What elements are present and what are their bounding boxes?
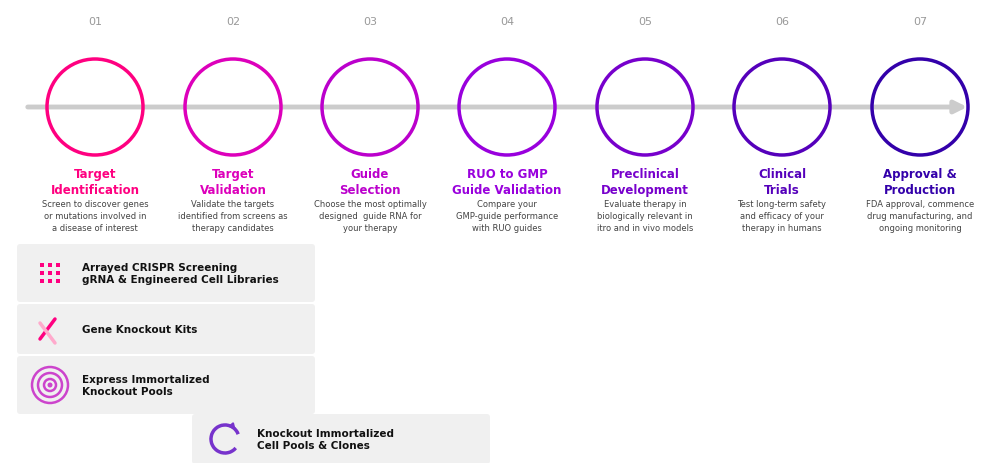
Text: Arrayed CRISPR Screening
gRNA & Engineered Cell Libraries: Arrayed CRISPR Screening gRNA & Engineer… [82,262,279,285]
Circle shape [48,61,142,155]
Bar [48,264,52,267]
Bar [48,272,52,275]
Text: Choose the most optimally
designed  guide RNA for
your therapy: Choose the most optimally designed guide… [314,200,426,232]
Text: 07: 07 [913,17,927,27]
FancyBboxPatch shape [17,356,315,414]
Text: Preclinical
Development: Preclinical Development [601,168,689,197]
Text: Validate the targets
identified from screens as
therapy candidates: Validate the targets identified from scr… [178,200,288,232]
Text: 02: 02 [226,17,240,27]
Text: Compare your
GMP-guide performance
with RUO guides: Compare your GMP-guide performance with … [456,200,558,232]
Text: 03: 03 [363,17,377,27]
Bar [40,272,44,275]
FancyBboxPatch shape [192,414,490,463]
Text: Test long-term safety
and efficacy of your
therapy in humans: Test long-term safety and efficacy of yo… [738,200,826,232]
Bar [48,280,52,283]
Bar [40,264,44,267]
Text: FDA approval, commence
drug manufacturing, and
ongoing monitoring: FDA approval, commence drug manufacturin… [866,200,974,232]
Bar [56,264,60,267]
Text: Evaluate therapy in
biologically relevant in
itro and in vivo models: Evaluate therapy in biologically relevan… [597,200,693,232]
Text: 05: 05 [638,17,652,27]
Circle shape [460,61,554,155]
Circle shape [598,61,692,155]
FancyBboxPatch shape [17,244,315,302]
Text: Target
Identification: Target Identification [50,168,140,197]
Text: Guide
Selection: Guide Selection [339,168,401,197]
Text: Screen to discover genes
or mutations involved in
a disease of interest: Screen to discover genes or mutations in… [42,200,148,232]
Circle shape [186,61,280,155]
Bar [56,280,60,283]
Circle shape [873,61,967,155]
Text: Clinical
Trials: Clinical Trials [758,168,806,197]
Text: Knockout Immortalized
Cell Pools & Clones: Knockout Immortalized Cell Pools & Clone… [257,428,394,450]
Text: 01: 01 [88,17,102,27]
FancyBboxPatch shape [17,304,315,354]
Circle shape [735,61,829,155]
Bar [56,272,60,275]
Text: Gene Knockout Kits: Gene Knockout Kits [82,324,197,334]
Text: Target
Validation: Target Validation [200,168,266,197]
Text: Approval &
Production: Approval & Production [883,168,957,197]
Text: 04: 04 [500,17,514,27]
Circle shape [48,383,52,388]
Text: Express Immortalized
Knockout Pools: Express Immortalized Knockout Pools [82,374,210,396]
Text: RUO to GMP
Guide Validation: RUO to GMP Guide Validation [452,168,562,197]
Bar [40,280,44,283]
Text: 06: 06 [775,17,789,27]
Circle shape [323,61,417,155]
